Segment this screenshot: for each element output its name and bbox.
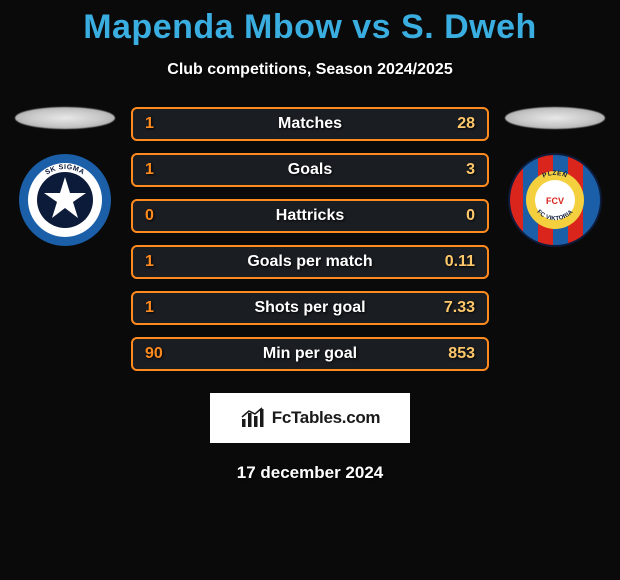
page-title: Mapenda Mbow vs S. Dweh (0, 8, 620, 47)
stat-label: Hattricks (276, 207, 344, 225)
stat-row: 90 Min per goal 853 (131, 337, 489, 371)
right-club-column: FCV PLZEŇ FC VIKTORIA (495, 107, 615, 371)
infographic-container: Mapenda Mbow vs S. Dweh Club competition… (0, 0, 620, 580)
stat-left-value: 1 (145, 115, 154, 133)
stat-left-value: 1 (145, 299, 154, 317)
stat-label: Matches (278, 115, 342, 133)
brand-box: FcTables.com (210, 393, 410, 443)
stat-row: 1 Matches 28 (131, 107, 489, 141)
stat-right-value: 0.11 (445, 253, 475, 271)
stat-left-value: 1 (145, 161, 154, 179)
stat-label: Shots per goal (254, 299, 365, 317)
comparison-panel: SK SIGMA OLOMOUC a.s. 1 Matches 28 1 Goals 3 0… (0, 107, 620, 371)
subtitle: Club competitions, Season 2024/2025 (0, 61, 620, 79)
right-club-badge: FCV PLZEŇ FC VIKTORIA (508, 153, 602, 247)
fctables-chart-icon (240, 407, 266, 429)
stat-left-value: 1 (145, 253, 154, 271)
stat-label: Goals (288, 161, 332, 179)
stats-column: 1 Matches 28 1 Goals 3 0 Hattricks 0 1 Goals per m… (125, 107, 495, 371)
stat-left-value: 0 (145, 207, 154, 225)
left-club-badge: SK SIGMA OLOMOUC a.s. (18, 153, 112, 247)
stat-right-value: 7.33 (444, 299, 475, 317)
left-club-column: SK SIGMA OLOMOUC a.s. (5, 107, 125, 371)
stat-row: 1 Goals per match 0.11 (131, 245, 489, 279)
shadow-ellipse (15, 107, 115, 129)
stat-label: Min per goal (263, 345, 357, 363)
stat-row: 1 Shots per goal 7.33 (131, 291, 489, 325)
stat-left-value: 90 (145, 345, 163, 363)
date-label: 17 december 2024 (0, 463, 620, 483)
stat-row: 0 Hattricks 0 (131, 199, 489, 233)
svg-text:FCV: FCV (546, 196, 564, 206)
viktoria-plzen-logo-icon: FCV PLZEŇ FC VIKTORIA (508, 153, 602, 247)
brand-label: FcTables.com (272, 408, 381, 428)
stat-row: 1 Goals 3 (131, 153, 489, 187)
stat-right-value: 28 (457, 115, 475, 133)
stat-label: Goals per match (247, 253, 372, 271)
sigma-olomouc-logo-icon: SK SIGMA OLOMOUC a.s. (18, 153, 112, 247)
stat-right-value: 853 (448, 345, 475, 363)
stat-right-value: 0 (466, 207, 475, 225)
stat-right-value: 3 (466, 161, 475, 179)
shadow-ellipse (505, 107, 605, 129)
